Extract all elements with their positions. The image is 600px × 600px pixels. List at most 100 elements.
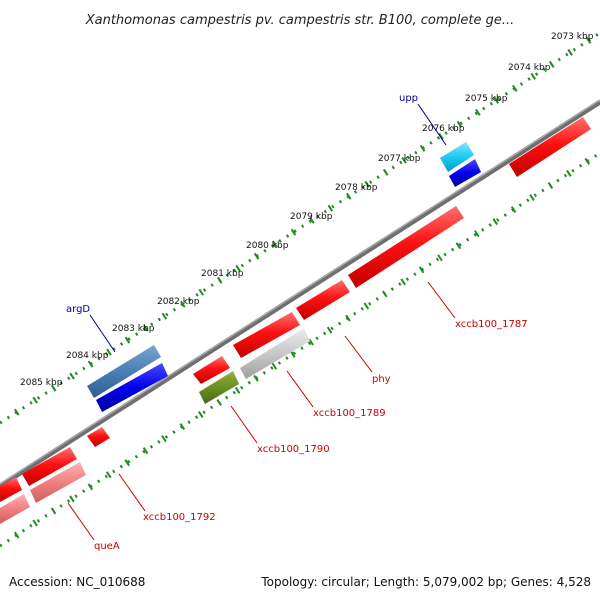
tick-mark (567, 48, 573, 56)
tick-mark (290, 228, 297, 236)
tick-mark (418, 266, 425, 274)
tick-mark (50, 384, 57, 392)
tick-mark (106, 348, 112, 356)
tick-mark (382, 290, 388, 298)
tick-mark (253, 252, 260, 260)
gene-feature[interactable] (348, 206, 464, 288)
gene-feature[interactable] (0, 477, 22, 502)
tick-mark (272, 240, 278, 248)
tick-mark (364, 180, 370, 188)
tick-mark (50, 507, 57, 515)
gene-feature[interactable] (87, 427, 110, 447)
gene-feature[interactable] (0, 494, 30, 524)
backbone (0, 99, 600, 489)
gene-feature[interactable] (449, 159, 481, 187)
tick-mark (124, 336, 131, 344)
gene-label-upp: upp (399, 93, 418, 104)
gene-label-xccb100-1790: xccb100_1790 (257, 444, 330, 455)
gene-label-xccb100-1792: xccb100_1792 (143, 512, 216, 523)
tick-mark (548, 60, 555, 68)
gene-feature[interactable] (30, 462, 86, 503)
tick-mark (438, 132, 444, 140)
tick-mark (547, 181, 554, 189)
tick-mark (180, 300, 186, 308)
gene-label-phy: phy (372, 374, 391, 385)
tick-mark (235, 264, 241, 272)
tick-mark (529, 194, 535, 201)
tick-mark (32, 396, 38, 404)
tick-label-2074: 2074 kbp (508, 63, 551, 73)
tick-mark (143, 324, 149, 332)
tick-mark (87, 360, 94, 368)
tick-mark (492, 218, 498, 226)
tick-mark (585, 36, 592, 44)
tick-mark (363, 302, 370, 310)
gene-label-xccb100-1789: xccb100_1789 (313, 408, 386, 419)
tick-mark (69, 372, 75, 380)
tick-label-2079: 2079 kbp (290, 212, 333, 222)
tick-label-2083: 2083 kbp (112, 324, 155, 334)
tick-mark (584, 157, 590, 165)
gene-feature[interactable] (296, 280, 350, 320)
tick-mark (400, 278, 406, 286)
tick-label-2082: 2082 kbp (157, 297, 200, 307)
tick-label-2080: 2080 kbp (246, 241, 289, 251)
gene-label-argD: argD (66, 304, 90, 315)
tick-label-2077: 2077 kbp (378, 154, 421, 164)
tick-mark (161, 312, 168, 320)
gene-feature[interactable] (199, 371, 239, 404)
tick-mark (13, 531, 20, 539)
tick-mark (142, 447, 149, 455)
tick-mark (198, 288, 204, 296)
tick-mark (474, 230, 480, 238)
tick-mark (290, 350, 296, 358)
gene-feature[interactable] (193, 356, 230, 384)
tick-mark (253, 374, 259, 382)
tick-mark (69, 495, 75, 503)
tick-mark (566, 169, 572, 177)
tick-mark (382, 168, 389, 176)
tick-mark (308, 338, 314, 346)
gene-feature-upp[interactable] (440, 142, 474, 172)
tick-mark (87, 483, 94, 491)
tick-label-2076: 2076 kbp (422, 124, 465, 134)
tick-mark (493, 96, 500, 104)
gene-feature[interactable] (22, 447, 77, 486)
tick-mark (14, 408, 20, 416)
tick-mark (309, 216, 315, 224)
tick-mark (530, 72, 536, 80)
gene-feature[interactable] (509, 117, 591, 177)
tick-mark (437, 254, 443, 262)
tick-mark (345, 314, 351, 322)
tick-mark (346, 192, 352, 200)
tick-mark (326, 326, 333, 334)
gene-label-xccb100-1787: xccb100_1787 (455, 319, 528, 330)
tick-label-2084: 2084 kbp (66, 351, 109, 361)
genome-summary-text: Topology: circular; Length: 5,079,002 bp… (260, 575, 591, 589)
tick-mark (456, 120, 463, 128)
gene-feature[interactable] (240, 328, 310, 379)
tick-label-2078: 2078 kbp (335, 183, 378, 193)
tick-mark (216, 276, 223, 284)
tick-label-2081: 2081 kbp (201, 269, 244, 279)
label-leader-lines (67, 103, 456, 541)
tick-label-2073: 2073 kbp (551, 32, 594, 42)
tick-label-2075: 2075 kbp (465, 94, 508, 104)
tick-mark (198, 411, 204, 418)
tick-mark (401, 156, 407, 164)
gene-feature[interactable] (233, 312, 300, 358)
gene-feature[interactable] (96, 363, 168, 412)
tick-mark (327, 204, 334, 212)
tick-mark (475, 108, 481, 116)
tick-marks (13, 36, 592, 539)
tick-mark (179, 423, 186, 431)
gene-feature-argD[interactable] (87, 345, 161, 398)
tick-mark (512, 84, 518, 92)
tick-mark (124, 459, 130, 467)
tick-mark (105, 471, 112, 479)
tick-mark (234, 386, 241, 394)
tick-mark (32, 519, 38, 527)
gene-label-queA: queA (94, 541, 120, 552)
tick-label-2085: 2085 kbp (20, 378, 63, 388)
tick-mark (161, 435, 167, 443)
